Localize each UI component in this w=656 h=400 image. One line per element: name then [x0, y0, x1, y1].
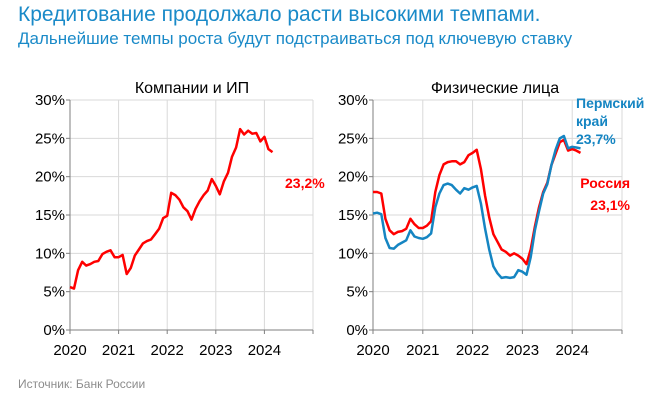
- x-tick-label: 2024: [248, 342, 281, 359]
- chart-1: Компании и ИП 0% 5% 10% 15% 20% 25% 30% 2020 2021…: [35, 80, 325, 359]
- y-tick-label: 15%: [35, 207, 65, 224]
- x-tick-label: 2020: [53, 342, 86, 359]
- y-tick-label: 30%: [338, 92, 368, 109]
- series-line-2: [372, 134, 581, 280]
- chart-title: Физические лица: [431, 80, 559, 97]
- x-tick-label: 2020: [356, 342, 389, 359]
- x-tick-label: 2022: [151, 342, 184, 359]
- x-tick-label: 2022: [456, 342, 489, 359]
- x-tick-label: 2021: [102, 342, 135, 359]
- y-tick-label: 15%: [338, 207, 368, 224]
- chart-2: Физические лица 0% 5% 10% 15% 20% 25% 30% 2020 20…: [338, 80, 644, 359]
- y-tick-label: 25%: [35, 130, 65, 147]
- source-note: Источник: Банк России: [18, 377, 146, 391]
- y-tick-label: 10%: [35, 245, 65, 262]
- end-value-label: 23,2%: [285, 175, 325, 191]
- series-name-label: край: [576, 113, 608, 129]
- series-line-1: [69, 127, 274, 290]
- y-tick-label: 20%: [338, 169, 368, 186]
- y-tick-label: 0%: [346, 322, 368, 339]
- page-title: Кредитование продолжало расти высокими т…: [18, 3, 541, 26]
- series-name-label: Россия: [580, 175, 630, 191]
- y-tick-label: 20%: [35, 169, 65, 186]
- x-tick-label: 2024: [556, 342, 589, 359]
- x-tick-label: 2023: [199, 342, 232, 359]
- end-value-label: 23,7%: [576, 131, 616, 147]
- end-value-label: 23,1%: [590, 197, 630, 213]
- y-tick-label: 5%: [346, 284, 368, 301]
- y-tick-label: 10%: [338, 245, 368, 262]
- y-tick-label: 25%: [338, 130, 368, 147]
- chart-title: Компании и ИП: [135, 80, 249, 97]
- page-subtitle: Дальнейшие темпы роста будут подстраиват…: [18, 29, 573, 48]
- y-tick-label: 30%: [35, 92, 65, 109]
- series-line-1: [373, 138, 582, 266]
- y-tick-label: 5%: [43, 284, 65, 301]
- y-tick-label: 0%: [43, 322, 65, 339]
- series-name-label: Пермский: [576, 95, 644, 111]
- x-tick-label: 2021: [406, 342, 439, 359]
- x-tick-label: 2023: [506, 342, 539, 359]
